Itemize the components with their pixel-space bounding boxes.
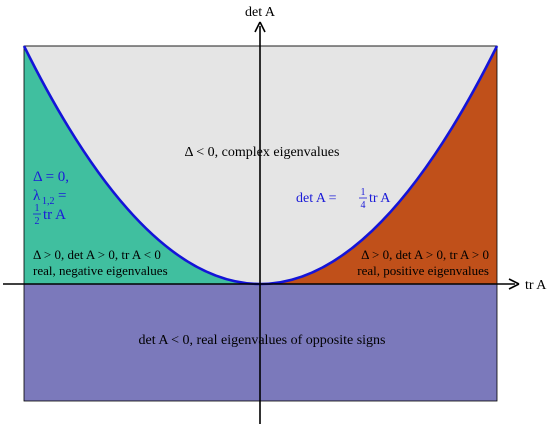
y-axis-label: det A <box>245 5 276 20</box>
parabola-label-suffix: tr A <box>369 191 391 206</box>
discriminant-label-subscript: 1,2 <box>42 196 55 207</box>
positive-region-label-line1: Δ > 0, det A > 0, tr A > 0 <box>361 247 489 262</box>
positive-region-label-line2: real, positive eigenvalues <box>357 263 489 278</box>
parabola-label-prefix: det A = <box>296 191 337 206</box>
region-negative-eigenvalues <box>24 46 260 284</box>
discriminant-label-equals: = <box>58 188 66 204</box>
opposite-signs-label: det A < 0, real eigenvalues of opposite … <box>138 333 385 348</box>
parabola-label-frac-num: 1 <box>361 187 366 198</box>
region-positive-eigenvalues <box>260 46 497 284</box>
discriminant-label-line1: Δ = 0, <box>33 169 69 185</box>
discriminant-label-frac-den: 2 <box>35 216 40 227</box>
negative-region-label-line1: Δ > 0, det A > 0, tr A < 0 <box>33 247 161 262</box>
discriminant-label-suffix: tr A <box>43 207 66 223</box>
x-axis-label: tr A <box>525 278 547 293</box>
parabola-label-frac-den: 4 <box>361 200 366 211</box>
discriminant-label-lambda: λ <box>33 188 41 204</box>
y-axis-arrow-icon <box>254 21 266 33</box>
x-axis-arrow-icon <box>508 278 520 290</box>
complex-region-label: Δ < 0, complex eigenvalues <box>185 145 340 160</box>
discriminant-label-frac-num: 1 <box>35 203 40 214</box>
negative-region-label-line2: real, negative eigenvalues <box>33 263 168 278</box>
